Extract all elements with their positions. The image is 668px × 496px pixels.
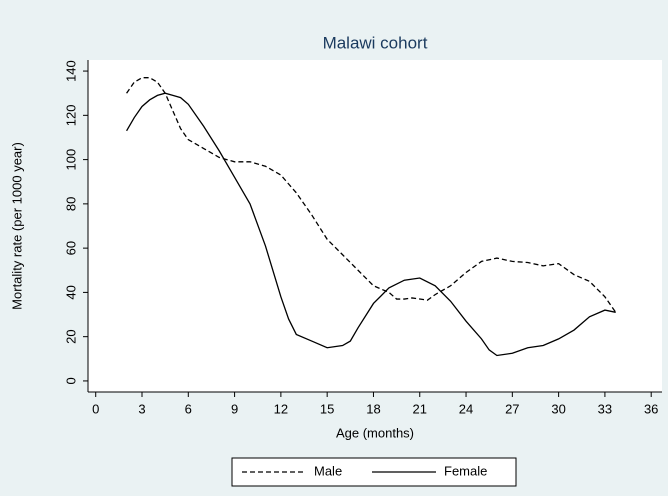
x-tick-label: 15 bbox=[320, 401, 334, 416]
y-tick-label: 20 bbox=[63, 329, 78, 343]
x-tick-label: 33 bbox=[598, 401, 612, 416]
y-axis-title: Mortality rate (per 1000 year) bbox=[9, 142, 24, 310]
x-tick-label: 0 bbox=[92, 401, 99, 416]
x-tick-label: 3 bbox=[138, 401, 145, 416]
y-tick-label: 100 bbox=[63, 149, 78, 171]
legend-label: Male bbox=[314, 463, 342, 478]
x-tick-label: 6 bbox=[185, 401, 192, 416]
x-tick-label: 18 bbox=[366, 401, 380, 416]
y-tick-label: 40 bbox=[63, 285, 78, 299]
y-tick-label: 120 bbox=[63, 104, 78, 126]
x-tick-label: 12 bbox=[274, 401, 288, 416]
x-axis-title: Age (months) bbox=[336, 425, 414, 440]
y-tick-label: 0 bbox=[63, 377, 78, 384]
x-tick-label: 36 bbox=[644, 401, 658, 416]
line-series bbox=[126, 77, 617, 313]
x-tick-label: 30 bbox=[551, 401, 565, 416]
x-tick-label: 9 bbox=[231, 401, 238, 416]
x-tick-label: 21 bbox=[413, 401, 427, 416]
y-tick-label: 60 bbox=[63, 241, 78, 255]
x-tick-label: 27 bbox=[505, 401, 519, 416]
plot-area bbox=[88, 60, 662, 392]
legend-label: Female bbox=[444, 463, 487, 478]
line-series bbox=[126, 92, 616, 357]
y-tick-label: 140 bbox=[63, 60, 78, 82]
x-tick-label: 24 bbox=[459, 401, 473, 416]
y-tick-label: 80 bbox=[63, 197, 78, 211]
chart-title: Malawi cohort bbox=[323, 33, 428, 52]
